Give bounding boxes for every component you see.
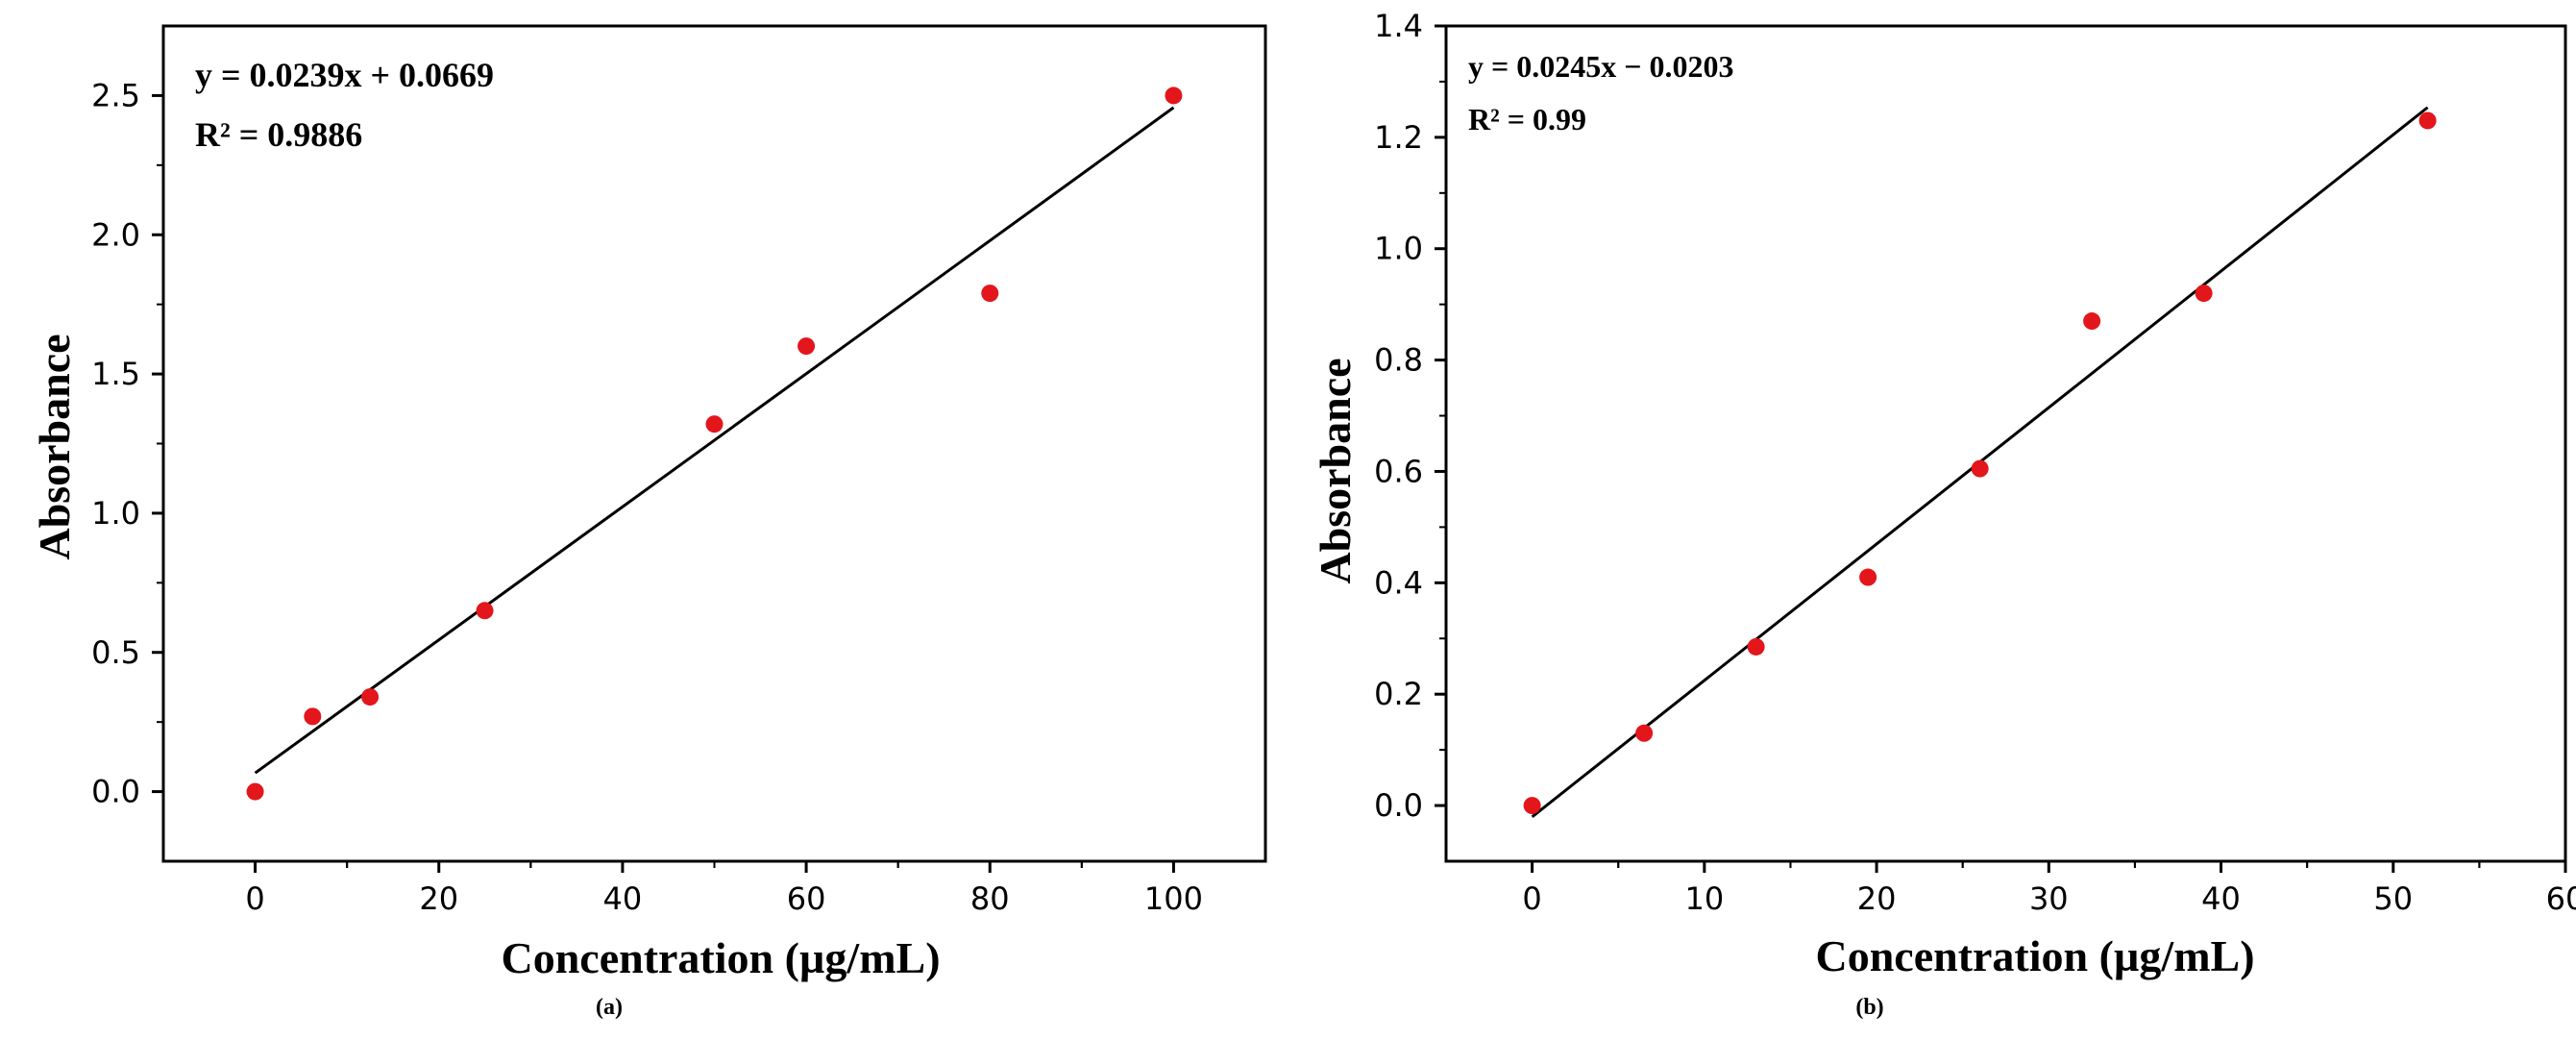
data-point [2418, 111, 2437, 130]
r-squared: R² = 0.99 [1468, 102, 1586, 136]
tick-marks [1435, 24, 2567, 873]
regression-equation: y = 0.0239x + 0.0669 [195, 56, 494, 94]
y-tick-label: 0.8 [1374, 342, 1423, 379]
x-tick-label: 30 [2029, 880, 2069, 917]
y-tick-label: 0.2 [1374, 676, 1423, 712]
y-tick-labels: 0.0 0.5 1.0 1.5 2.0 2.5 [91, 77, 140, 809]
y-tick-label: 1.0 [1374, 231, 1423, 267]
data-points [246, 87, 1183, 801]
x-axis-title: Concentration (µg/mL) [1815, 931, 2254, 980]
x-tick-label: 80 [970, 880, 1010, 917]
x-tick-label: 50 [2373, 880, 2413, 917]
regression-line [254, 106, 1175, 775]
x-tick-label: 40 [2201, 880, 2241, 917]
x-tick-label: 60 [787, 880, 826, 917]
data-point [1747, 637, 1765, 656]
x-tick-labels: 0 20 40 60 80 100 [245, 880, 1203, 917]
data-point [797, 337, 816, 356]
x-tick-label: 20 [1857, 880, 1897, 917]
data-point [705, 415, 724, 433]
data-point [361, 688, 380, 706]
y-tick-label: 0.0 [1374, 787, 1423, 824]
y-tick-label: 0.4 [1374, 564, 1423, 601]
r-squared: R² = 0.9886 [195, 115, 362, 154]
y-tick-label: 1.4 [1374, 8, 1423, 44]
x-tick-label: 40 [603, 880, 643, 917]
data-point [2083, 312, 2101, 331]
x-tick-label: 60 [2546, 880, 2576, 917]
regression-equation: y = 0.0245x − 0.0203 [1468, 49, 1733, 84]
plot-frame [1444, 24, 2567, 863]
y-tick-label: 1.2 [1374, 119, 1423, 156]
data-point [981, 285, 999, 303]
x-tick-label: 0 [1522, 880, 1541, 917]
data-points [1523, 111, 2437, 815]
y-tick-label: 2.0 [91, 216, 140, 253]
panel-label: (a) [596, 995, 623, 1020]
x-tick-label: 0 [245, 880, 264, 917]
y-tick-labels: 0.0 0.2 0.4 0.6 0.8 1.0 1.2 1.4 [1374, 8, 1423, 824]
y-tick-label: 2.5 [91, 77, 140, 113]
chart-panel-b: 0 10 20 30 40 50 60 0.0 0.2 0.4 0.6 0.8 1.0 1.2 1.4 y… [1311, 8, 2576, 1020]
data-point [1165, 87, 1183, 105]
data-point [1635, 724, 1654, 742]
y-tick-label: 1.0 [91, 495, 140, 532]
data-point [246, 782, 264, 801]
y-tick-label: 0.0 [91, 774, 140, 810]
chart-panel-a: 0 20 40 60 80 100 0.0 0.5 1.0 1.5 2.0 2.5 y = 0.02… [30, 24, 1267, 1020]
data-point [304, 707, 322, 726]
x-tick-label: 20 [419, 880, 458, 917]
y-axis-title: Absorbance [30, 334, 79, 559]
data-point [476, 602, 494, 620]
y-tick-label: 1.5 [91, 356, 140, 392]
y-tick-label: 0.5 [91, 634, 140, 671]
data-point [1971, 459, 1989, 478]
data-point [1523, 797, 1541, 815]
panel-label: (b) [1855, 995, 1883, 1020]
x-tick-label: 10 [1684, 880, 1724, 917]
x-tick-labels: 0 10 20 30 40 50 60 [1522, 880, 2576, 917]
y-axis-title: Absorbance [1311, 358, 1360, 583]
data-point [1859, 568, 1877, 586]
tick-marks [152, 93, 1175, 873]
x-axis-title: Concentration (µg/mL) [501, 933, 940, 982]
y-tick-label: 0.6 [1374, 453, 1423, 489]
x-tick-label: 100 [1144, 880, 1203, 917]
data-point [2195, 285, 2213, 303]
